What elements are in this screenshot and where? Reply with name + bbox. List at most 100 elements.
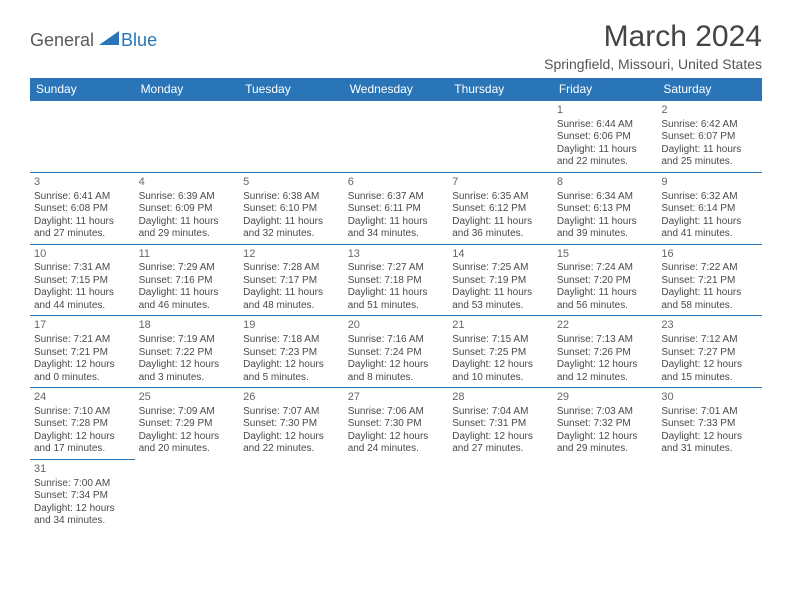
day-detail-ss: Sunset: 7:29 PM — [139, 418, 236, 431]
calendar-day-cell: 11Sunrise: 7:29 AMSunset: 7:16 PMDayligh… — [135, 244, 240, 316]
calendar-day-cell: 1Sunrise: 6:44 AMSunset: 6:06 PMDaylight… — [553, 101, 658, 173]
day-detail-sr: Sunrise: 7:15 AM — [452, 334, 549, 347]
calendar-day-cell: 14Sunrise: 7:25 AMSunset: 7:19 PMDayligh… — [448, 244, 553, 316]
calendar-day-cell: 9Sunrise: 6:32 AMSunset: 6:14 PMDaylight… — [657, 172, 762, 244]
day-number: 17 — [34, 319, 131, 333]
calendar-week-row: 31Sunrise: 7:00 AMSunset: 7:34 PMDayligh… — [30, 459, 762, 530]
calendar-day-cell — [135, 101, 240, 173]
day-detail-d2: and 34 minutes. — [34, 515, 131, 528]
calendar-day-cell — [239, 459, 344, 530]
day-detail-ss: Sunset: 7:15 PM — [34, 275, 131, 288]
day-detail-d1: Daylight: 12 hours — [34, 431, 131, 444]
day-detail-d1: Daylight: 12 hours — [139, 359, 236, 372]
day-number: 22 — [557, 319, 654, 333]
day-detail-d2: and 5 minutes. — [243, 372, 340, 385]
day-detail-d1: Daylight: 11 hours — [661, 287, 758, 300]
day-number: 15 — [557, 248, 654, 262]
day-number: 7 — [452, 176, 549, 190]
day-number: 16 — [661, 248, 758, 262]
day-detail-d2: and 31 minutes. — [661, 443, 758, 456]
day-detail-d2: and 56 minutes. — [557, 300, 654, 313]
day-detail-sr: Sunrise: 7:16 AM — [348, 334, 445, 347]
day-detail-ss: Sunset: 7:28 PM — [34, 418, 131, 431]
day-detail-d2: and 12 minutes. — [557, 372, 654, 385]
day-detail-sr: Sunrise: 7:22 AM — [661, 262, 758, 275]
day-number: 26 — [243, 391, 340, 405]
calendar-table: SundayMondayTuesdayWednesdayThursdayFrid… — [30, 78, 762, 531]
day-detail-d1: Daylight: 11 hours — [557, 144, 654, 157]
day-detail-sr: Sunrise: 6:44 AM — [557, 119, 654, 132]
day-detail-d2: and 27 minutes. — [34, 228, 131, 241]
day-detail-ss: Sunset: 6:08 PM — [34, 203, 131, 216]
day-detail-ss: Sunset: 6:13 PM — [557, 203, 654, 216]
calendar-week-row: 17Sunrise: 7:21 AMSunset: 7:21 PMDayligh… — [30, 316, 762, 388]
day-detail-d2: and 36 minutes. — [452, 228, 549, 241]
calendar-day-cell: 16Sunrise: 7:22 AMSunset: 7:21 PMDayligh… — [657, 244, 762, 316]
day-detail-d1: Daylight: 12 hours — [348, 431, 445, 444]
title-block: March 2024 Springfield, Missouri, United… — [544, 20, 762, 72]
day-detail-d2: and 24 minutes. — [348, 443, 445, 456]
day-detail-sr: Sunrise: 7:12 AM — [661, 334, 758, 347]
day-detail-ss: Sunset: 7:30 PM — [243, 418, 340, 431]
day-number: 23 — [661, 319, 758, 333]
day-detail-d1: Daylight: 11 hours — [243, 287, 340, 300]
day-detail-d2: and 10 minutes. — [452, 372, 549, 385]
day-detail-ss: Sunset: 7:24 PM — [348, 347, 445, 360]
day-detail-d2: and 58 minutes. — [661, 300, 758, 313]
day-detail-ss: Sunset: 7:33 PM — [661, 418, 758, 431]
calendar-day-cell — [135, 459, 240, 530]
day-detail-d1: Daylight: 11 hours — [661, 216, 758, 229]
logo: General Blue — [30, 30, 157, 51]
day-number: 24 — [34, 391, 131, 405]
day-detail-ss: Sunset: 6:12 PM — [452, 203, 549, 216]
day-detail-ss: Sunset: 7:34 PM — [34, 490, 131, 503]
calendar-day-cell: 15Sunrise: 7:24 AMSunset: 7:20 PMDayligh… — [553, 244, 658, 316]
calendar-day-cell — [344, 101, 449, 173]
day-detail-d2: and 0 minutes. — [34, 372, 131, 385]
day-detail-d1: Daylight: 12 hours — [139, 431, 236, 444]
day-detail-d2: and 17 minutes. — [34, 443, 131, 456]
calendar-week-row: 1Sunrise: 6:44 AMSunset: 6:06 PMDaylight… — [30, 101, 762, 173]
day-detail-d1: Daylight: 12 hours — [557, 431, 654, 444]
day-number: 5 — [243, 176, 340, 190]
day-detail-sr: Sunrise: 6:35 AM — [452, 191, 549, 204]
day-detail-sr: Sunrise: 7:09 AM — [139, 406, 236, 419]
day-detail-d1: Daylight: 12 hours — [243, 431, 340, 444]
calendar-day-cell: 26Sunrise: 7:07 AMSunset: 7:30 PMDayligh… — [239, 388, 344, 460]
calendar-day-cell: 2Sunrise: 6:42 AMSunset: 6:07 PMDaylight… — [657, 101, 762, 173]
day-detail-ss: Sunset: 7:19 PM — [452, 275, 549, 288]
day-detail-d2: and 3 minutes. — [139, 372, 236, 385]
day-detail-ss: Sunset: 6:14 PM — [661, 203, 758, 216]
day-number: 13 — [348, 248, 445, 262]
day-number: 11 — [139, 248, 236, 262]
day-detail-ss: Sunset: 7:32 PM — [557, 418, 654, 431]
day-number: 14 — [452, 248, 549, 262]
day-number: 2 — [661, 104, 758, 118]
day-number: 6 — [348, 176, 445, 190]
day-detail-ss: Sunset: 7:27 PM — [661, 347, 758, 360]
day-detail-sr: Sunrise: 7:24 AM — [557, 262, 654, 275]
day-number: 29 — [557, 391, 654, 405]
day-detail-d2: and 51 minutes. — [348, 300, 445, 313]
day-detail-d2: and 22 minutes. — [243, 443, 340, 456]
day-detail-d2: and 22 minutes. — [557, 156, 654, 169]
day-detail-ss: Sunset: 7:21 PM — [34, 347, 131, 360]
calendar-day-cell: 27Sunrise: 7:06 AMSunset: 7:30 PMDayligh… — [344, 388, 449, 460]
day-number: 31 — [34, 463, 131, 477]
day-number: 19 — [243, 319, 340, 333]
day-detail-d2: and 25 minutes. — [661, 156, 758, 169]
calendar-day-cell: 8Sunrise: 6:34 AMSunset: 6:13 PMDaylight… — [553, 172, 658, 244]
day-detail-d1: Daylight: 11 hours — [243, 216, 340, 229]
day-detail-sr: Sunrise: 6:42 AM — [661, 119, 758, 132]
logo-text-blue: Blue — [121, 30, 157, 51]
calendar-day-cell — [553, 459, 658, 530]
day-number: 27 — [348, 391, 445, 405]
day-detail-sr: Sunrise: 7:18 AM — [243, 334, 340, 347]
day-detail-d1: Daylight: 11 hours — [557, 287, 654, 300]
day-detail-d1: Daylight: 12 hours — [661, 359, 758, 372]
calendar-day-cell: 23Sunrise: 7:12 AMSunset: 7:27 PMDayligh… — [657, 316, 762, 388]
day-detail-sr: Sunrise: 6:32 AM — [661, 191, 758, 204]
day-detail-sr: Sunrise: 7:13 AM — [557, 334, 654, 347]
weekday-header: Monday — [135, 78, 240, 101]
day-detail-d2: and 27 minutes. — [452, 443, 549, 456]
